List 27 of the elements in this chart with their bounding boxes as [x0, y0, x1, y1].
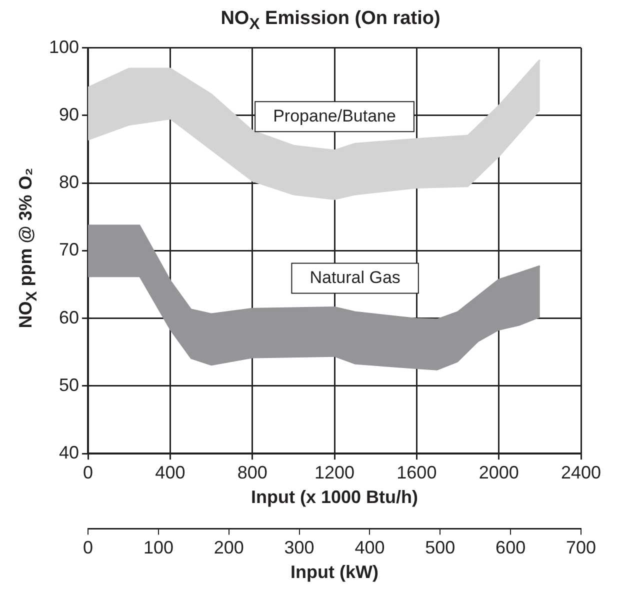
x2-tick-label: 400	[354, 538, 385, 558]
x-tick-label: 1200	[314, 462, 355, 482]
x-tick-label: 800	[237, 462, 268, 482]
x-tick-label: 0	[83, 462, 94, 482]
x2-tick-label: 100	[143, 538, 174, 558]
y-tick-label: 100	[48, 36, 80, 57]
y-tick-label: 40	[59, 442, 80, 463]
x2-tick-label: 600	[496, 538, 526, 558]
x-tick-label: 1600	[396, 462, 437, 482]
y-tick-label: 60	[59, 307, 80, 328]
x2-tick-label: 200	[214, 538, 244, 558]
x2-axis-title: Input (kW)	[290, 562, 379, 582]
x2-tick-label: 300	[284, 538, 314, 558]
series-label: Natural Gas	[310, 268, 400, 287]
x-tick-label: 2000	[478, 462, 519, 482]
y-tick-label: 80	[59, 172, 80, 192]
x2-tick-label: 500	[425, 538, 456, 558]
x2-tick-label: 700	[566, 538, 596, 558]
y-tick-label: 50	[59, 374, 80, 395]
x-tick-label: 400	[155, 462, 186, 482]
x-tick-label: 2400	[560, 462, 602, 482]
x-axis-title: Input (x 1000 Btu/h)	[251, 486, 418, 507]
chart-title: NO$_{X}$ Emission (On ratio)	[220, 8, 442, 34]
x2-tick-label: 0	[83, 538, 94, 558]
y-tick-label: 70	[59, 240, 80, 260]
series-label: Propane/Butane	[273, 106, 396, 126]
y-tick-label: 90	[59, 104, 80, 124]
